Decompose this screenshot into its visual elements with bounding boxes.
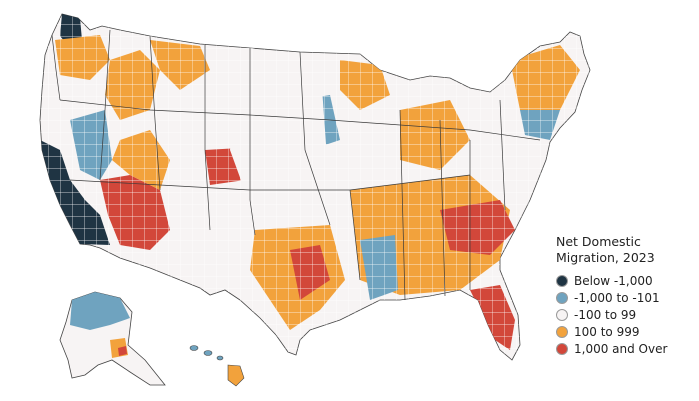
legend-label: 1,000 and Over <box>574 341 668 356</box>
legend-item-100-to-999: 100 to 999 <box>556 323 696 340</box>
legend-swatch <box>556 308 568 321</box>
legend-swatch <box>556 342 568 355</box>
legend-item-1000-and-over: 1,000 and Over <box>556 340 696 357</box>
legend-label: 100 to 999 <box>574 324 640 339</box>
legend-swatch <box>556 291 568 304</box>
alaska-north-blue <box>70 292 130 330</box>
legend-label: -100 to 99 <box>574 307 637 322</box>
legend-item-100-to-99: -100 to 99 <box>556 306 696 323</box>
legend-label: Below -1,000 <box>574 273 653 288</box>
legend-item-1000-to-101: -1,000 to -101 <box>556 289 696 306</box>
legend-title-line1: Net Domestic <box>556 234 641 249</box>
state-boundaries <box>51 29 541 301</box>
legend-title: Net Domestic Migration, 2023 <box>556 234 696 266</box>
map-legend: Net Domestic Migration, 2023 Below -1,00… <box>556 234 696 357</box>
hawaii <box>189 345 245 387</box>
legend-swatch <box>556 274 568 287</box>
legend-label: -1,000 to -101 <box>574 290 660 305</box>
legend-item-below-1000: Below -1,000 <box>556 272 696 289</box>
legend-swatch <box>556 325 568 338</box>
alaska-south-red <box>118 346 127 356</box>
legend-title-line2: Migration, 2023 <box>556 250 655 265</box>
